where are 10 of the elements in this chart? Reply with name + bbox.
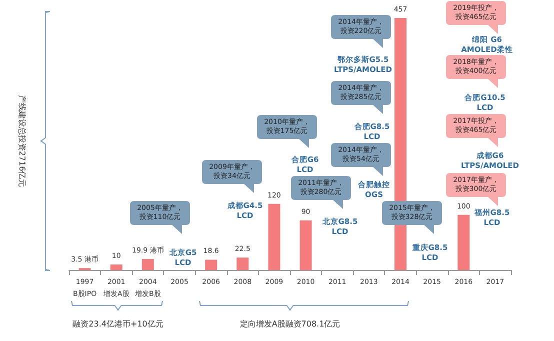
bar [236,258,249,270]
bar [300,220,312,270]
bar [205,260,218,270]
bar [142,259,154,270]
text: 产线建设总投资2716亿元 [16,94,28,188]
text: 定向增发A股融资708.1亿元 [240,318,340,330]
bar [268,204,280,270]
text: 融资23.4亿港币+10亿元 [72,318,164,330]
bar [110,264,122,270]
bar [458,214,470,270]
